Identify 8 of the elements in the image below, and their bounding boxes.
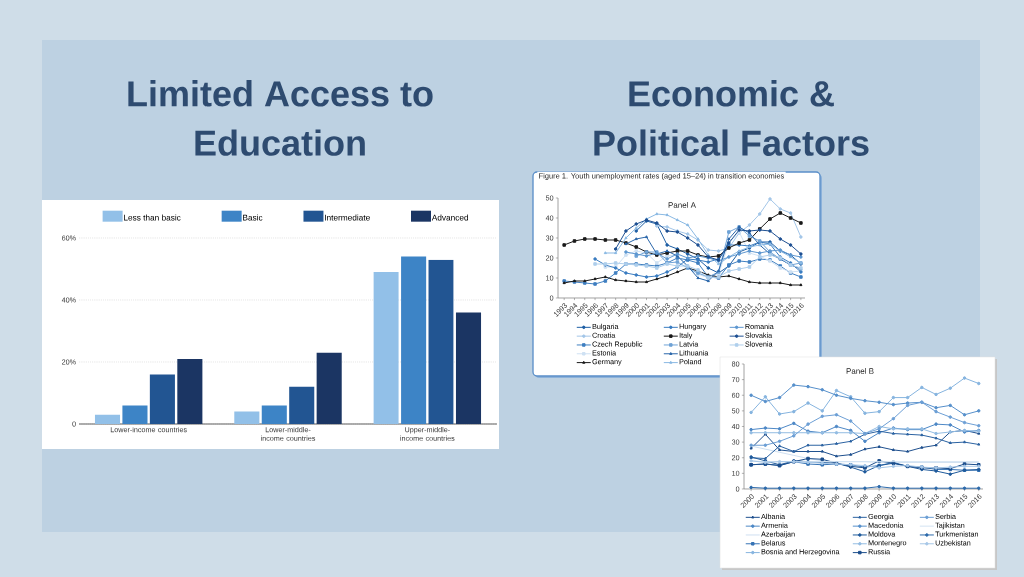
legend-label: Intermediate [325, 214, 370, 221]
legend-label: Basic [243, 214, 263, 221]
chart-title: Limited Access to Education [128, 80, 433, 156]
legend-label: Advanced [431, 214, 469, 221]
legend-label: Less than basic [124, 214, 181, 221]
chart-title: Economic & Political Factors [594, 80, 869, 156]
annotation: Panel B [846, 368, 874, 374]
annotation: Panel A [668, 202, 696, 208]
